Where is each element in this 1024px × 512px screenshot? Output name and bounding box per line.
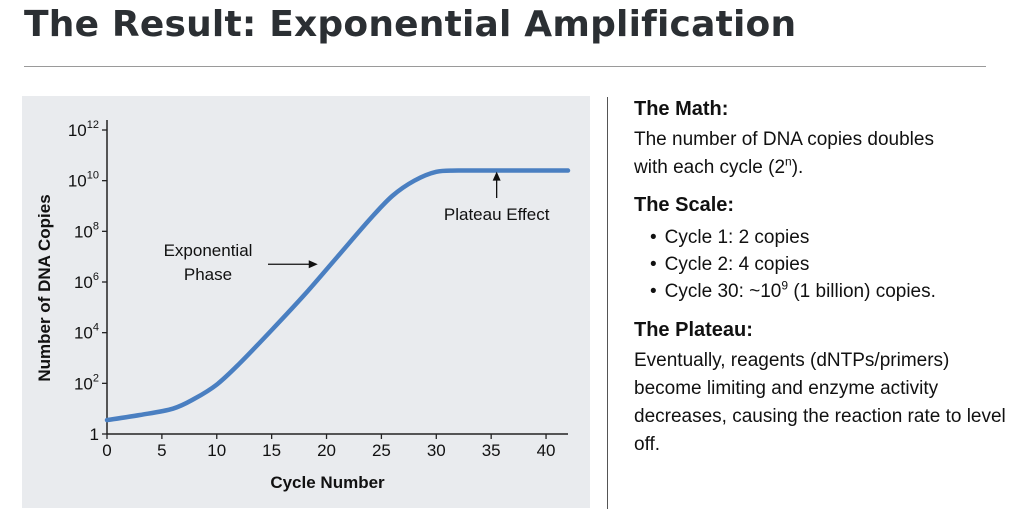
y-tick-label: 1 (90, 425, 99, 444)
column-divider (607, 97, 608, 509)
plateau-heading: The Plateau: (634, 319, 753, 341)
x-tick-label: 0 (102, 441, 111, 460)
page-title: The Result: Exponential Amplification (24, 4, 797, 45)
x-tick-label: 20 (317, 441, 336, 460)
series-line (104, 168, 571, 423)
y-tick-label: 1010 (68, 170, 99, 191)
plot-background (22, 96, 590, 508)
y-tick-label: 104 (74, 322, 99, 343)
annotation-arrowhead (492, 171, 501, 181)
math-text: The number of DNA copies doubles with ea… (634, 129, 934, 178)
y-tick-label: 1012 (68, 119, 99, 140)
x-tick-label: 5 (157, 441, 166, 460)
plateau-text: Eventually, reagents (dNTPs/primers) bec… (634, 350, 1006, 455)
y-tick-label: 108 (74, 220, 99, 241)
y-axis-label: Number of DNA Copies (35, 194, 54, 381)
x-tick-label: 25 (372, 441, 391, 460)
math-heading: The Math: (634, 98, 729, 120)
title-divider (24, 66, 986, 67)
scale-heading: The Scale: (634, 194, 735, 216)
scale-list: • Cycle 1: 2 copies • Cycle 2: 4 copies • C… (634, 224, 1014, 305)
x-axis-label: Cycle Number (270, 473, 385, 492)
list-item: • Cycle 30: ~109 (1 billion) copies. (650, 278, 936, 302)
x-tick-label: 15 (262, 441, 281, 460)
list-item: • Cycle 2: 4 copies (650, 254, 810, 275)
y-tick-label: 106 (74, 271, 99, 292)
explanation-panel: The Math: The number of DNA copies doubl… (634, 96, 1014, 469)
list-item: • Cycle 1: 2 copies (650, 227, 810, 248)
x-tick-label: 40 (537, 441, 556, 460)
x-tick-label: 35 (482, 441, 501, 460)
amplification-chart: 0 5 10 15 20 25 30 35 40 1012 1010 108 106 104 102 1 Cyc… (22, 96, 590, 508)
x-tick-label: 10 (207, 441, 226, 460)
annotation-arrowhead (308, 260, 318, 269)
x-tick-label: 30 (427, 441, 446, 460)
annotation-plateau-effect: Plateau Effect (444, 205, 550, 224)
annotation-exponential-phase: Exponential Phase (164, 241, 253, 284)
y-tick-label: 102 (74, 372, 99, 393)
